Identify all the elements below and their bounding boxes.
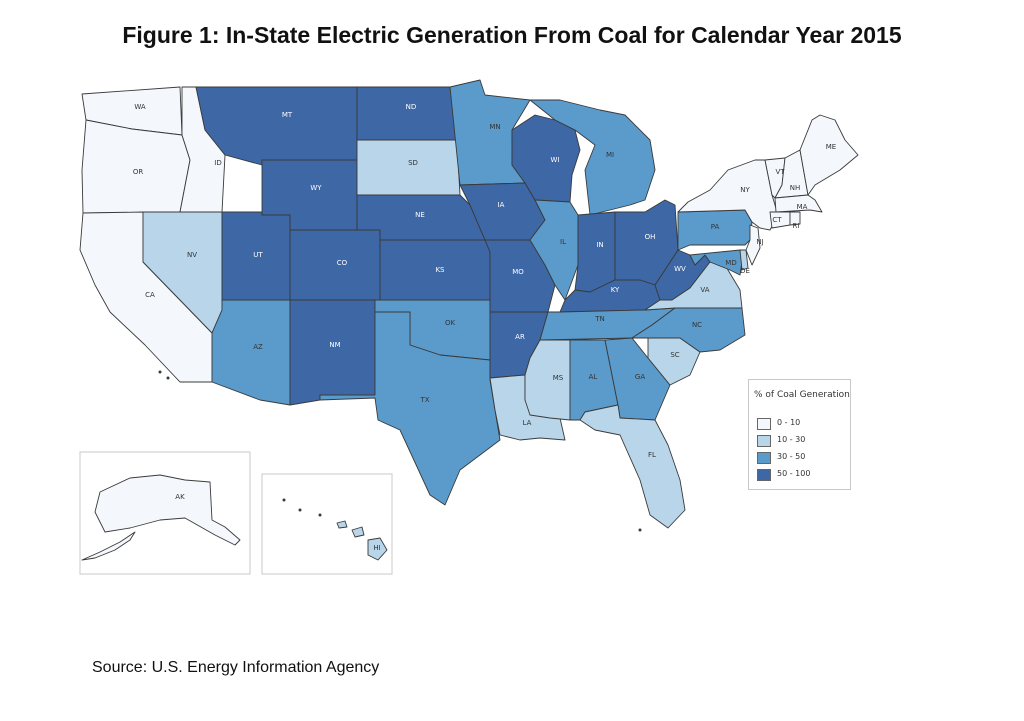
state-MI (529, 99, 656, 216)
state-label-WA: WA (134, 103, 146, 111)
hawaii-small-island (282, 498, 286, 502)
legend-label: 30 - 50 (777, 452, 806, 461)
hawaii-inset-frame (261, 473, 393, 575)
hawaii-small-island (298, 508, 302, 512)
state-label-ME: ME (826, 143, 836, 151)
state-label-WV: WV (674, 265, 686, 273)
state-label-WI: WI (551, 156, 560, 164)
state-label-IL: IL (560, 238, 566, 246)
legend-label: 50 - 100 (777, 469, 811, 478)
state-label-DE: DE (740, 267, 750, 275)
legend-swatch (757, 469, 771, 481)
state-label-WY: WY (310, 184, 322, 192)
legend-label: 10 - 30 (777, 435, 806, 444)
state-HI (367, 537, 388, 561)
state-label-TX: TX (419, 396, 429, 404)
state-label-OK: OK (445, 319, 456, 327)
state-IN (574, 211, 616, 293)
state-HI-maui (351, 526, 365, 538)
state-label-CO: CO (337, 259, 348, 267)
keys-dot (638, 528, 642, 532)
state-label-NM: NM (329, 341, 340, 349)
state-label-KY: KY (611, 286, 620, 294)
state-AK-chain (81, 531, 136, 561)
state-label-GA: GA (635, 373, 645, 381)
state-label-MN: MN (489, 123, 500, 131)
state-label-MA: MA (797, 203, 808, 211)
legend-label: 0 - 10 (777, 418, 801, 427)
state-label-NH: NH (790, 184, 801, 192)
state-label-AZ: AZ (253, 343, 263, 351)
state-label-FL: FL (648, 451, 656, 459)
state-label-ND: ND (406, 103, 417, 111)
state-label-IN: IN (596, 241, 603, 249)
map-legend: % of Coal Generation 0 - 10 10 - 30 30 -… (748, 379, 851, 490)
state-WI (511, 114, 581, 203)
state-KY (559, 279, 661, 313)
channel-island-dot (158, 370, 162, 374)
state-label-VA: VA (700, 286, 709, 294)
state-label-CA: CA (145, 291, 155, 299)
hawaii-small-island (318, 513, 322, 517)
state-ND (356, 86, 458, 141)
state-label-ID: ID (214, 159, 221, 167)
state-NJ (745, 224, 761, 266)
state-label-MI: MI (606, 151, 614, 159)
state-label-AR: AR (515, 333, 525, 341)
state-IL (529, 199, 579, 301)
state-label-AL: AL (589, 373, 598, 381)
legend-swatch (757, 452, 771, 464)
state-HI-oahu (336, 520, 348, 529)
state-label-PA: PA (711, 223, 720, 231)
legend-swatch (757, 418, 771, 430)
state-label-TN: TN (594, 315, 605, 323)
state-label-HI: HI (373, 544, 380, 552)
state-DE (739, 249, 749, 271)
state-label-MS: MS (553, 374, 564, 382)
state-label-NC: NC (692, 321, 702, 329)
source-note: Source: U.S. Energy Information Agency (92, 659, 380, 676)
state-label-VT: VT (775, 168, 785, 176)
state-CO (289, 229, 381, 301)
channel-island-dot (166, 376, 170, 380)
state-label-NY: NY (740, 186, 750, 194)
state-label-KS: KS (435, 266, 445, 274)
state-label-SD: SD (408, 159, 418, 167)
state-RI (789, 211, 801, 226)
state-label-NJ: NJ (756, 238, 763, 246)
state-label-UT: UT (253, 251, 263, 259)
state-AZ (211, 299, 291, 406)
state-ME (799, 114, 859, 196)
state-AK (94, 474, 241, 546)
state-label-NE: NE (415, 211, 425, 219)
state-label-AK: AK (175, 493, 185, 501)
state-label-CT: CT (772, 216, 782, 224)
state-label-MT: MT (282, 111, 293, 119)
map-title: Figure 1: In-State Electric Generation F… (122, 22, 902, 48)
state-label-LA: LA (523, 419, 532, 427)
state-label-MO: MO (512, 268, 524, 276)
legend-title: % of Coal Generation (754, 390, 850, 400)
state-NM (289, 299, 381, 406)
state-FL (579, 404, 686, 529)
state-TX (319, 311, 501, 506)
state-label-IA: IA (498, 201, 505, 209)
state-label-SC: SC (670, 351, 679, 359)
state-label-OH: OH (645, 233, 656, 241)
state-label-NV: NV (187, 251, 197, 259)
state-SD (356, 139, 461, 196)
state-OR (81, 119, 191, 214)
state-label-MD: MD (725, 259, 736, 267)
state-label-OR: OR (133, 168, 144, 176)
legend-swatch (757, 435, 771, 447)
state-label-RI: RI (793, 222, 800, 230)
